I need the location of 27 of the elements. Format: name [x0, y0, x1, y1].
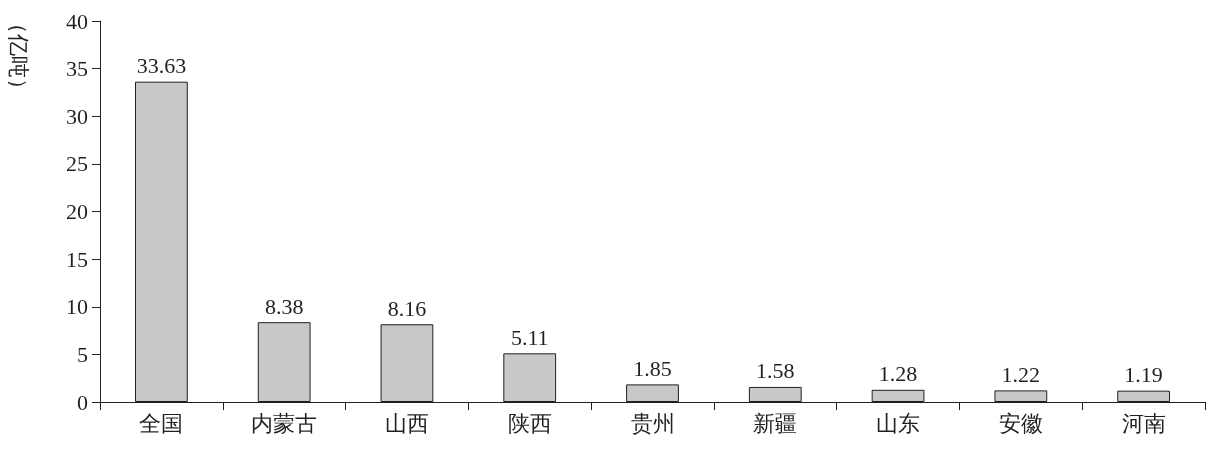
- data-label: 8.16: [387, 295, 427, 321]
- data-label: 1.22: [1001, 361, 1041, 387]
- x-tick-label: 陕西: [507, 410, 552, 436]
- x-tick-label: 河南: [1121, 410, 1166, 436]
- y-tick-label: 25: [66, 151, 88, 177]
- y-tick-label: 40: [66, 8, 88, 34]
- x-tick-label: 山东: [876, 410, 921, 436]
- y-tick-label: 35: [66, 56, 88, 82]
- x-tick-label: 新疆: [753, 410, 798, 436]
- data-label: 33.63: [136, 53, 187, 79]
- x-tick-label: 内蒙古: [251, 410, 318, 436]
- data-label: 1.19: [1124, 362, 1163, 388]
- x-tick-label: 山西: [384, 410, 429, 436]
- x-tick-label: 贵州: [630, 410, 675, 436]
- y-tick-label: 30: [66, 103, 88, 129]
- y-tick-label: 20: [66, 199, 88, 224]
- data-label: 1.85: [633, 355, 672, 381]
- x-tick-label: 全国: [139, 410, 184, 436]
- y-tick-label: 10: [66, 294, 88, 320]
- data-label: 5.11: [510, 324, 549, 350]
- x-tick-label: 安徽: [998, 410, 1043, 436]
- y-tick-label: 0: [77, 389, 88, 415]
- data-label: 8.38: [264, 293, 304, 319]
- y-tick-label: 15: [66, 246, 88, 272]
- data-label: 1.58: [756, 358, 795, 384]
- data-label: 1.28: [878, 361, 918, 387]
- y-tick-label: 5: [77, 341, 88, 367]
